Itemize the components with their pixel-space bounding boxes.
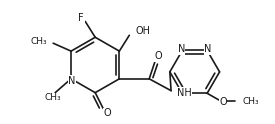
Text: CH₃: CH₃ (243, 97, 260, 106)
Text: N: N (204, 45, 212, 54)
Text: F: F (78, 13, 84, 22)
Text: CH₃: CH₃ (45, 93, 62, 102)
Text: N: N (178, 45, 185, 54)
Text: O: O (103, 108, 111, 118)
Text: CH₃: CH₃ (31, 37, 47, 46)
Text: OH: OH (135, 26, 150, 36)
Text: O: O (154, 51, 162, 61)
Text: O: O (219, 97, 227, 107)
Text: N: N (68, 76, 76, 86)
Text: NH: NH (177, 88, 192, 98)
